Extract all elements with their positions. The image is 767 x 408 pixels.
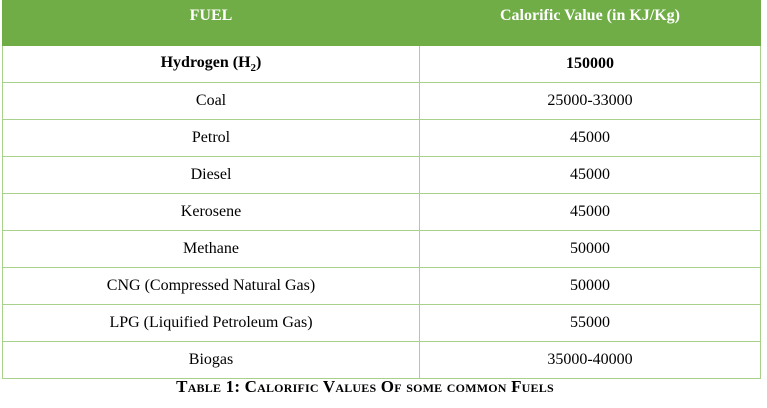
fuel-subscript: 2 — [250, 62, 257, 75]
table-row: Hydrogen (H2) 150000 — [2, 45, 761, 83]
fuel-cell: LPG (Liquified Petroleum Gas) — [2, 304, 420, 342]
table-header: FUEL Calorific Value (in KJ/Kg) — [2, 0, 761, 46]
table-row: Methane 50000 — [2, 230, 761, 268]
value-cell: 25000-33000 — [419, 82, 761, 120]
value-cell: 55000 — [419, 304, 761, 342]
fuel-cell: Petrol — [2, 119, 420, 157]
fuel-cell: Kerosene — [2, 193, 420, 231]
header-row: FUEL Calorific Value (in KJ/Kg) — [2, 0, 761, 46]
value-cell: 50000 — [419, 267, 761, 305]
fuel-cell: Hydrogen (H2) — [2, 45, 420, 83]
header-calorific-value-label: Calorific Value (in KJ/Kg) — [500, 7, 680, 24]
value-cell: 150000 — [419, 45, 761, 83]
header-fuel-label: FUEL — [189, 7, 233, 24]
value-cell: 45000 — [419, 119, 761, 157]
table-row: LPG (Liquified Petroleum Gas) 55000 — [2, 304, 761, 342]
table-row: Biogas 35000-40000 — [2, 341, 761, 379]
table-row: Diesel 45000 — [2, 156, 761, 194]
fuel-cell: Diesel — [2, 156, 420, 194]
value-cell: 45000 — [419, 156, 761, 194]
value-cell: 35000-40000 — [419, 341, 761, 379]
fuel-cell: Biogas — [2, 341, 420, 379]
calorific-values-table: FUEL Calorific Value (in KJ/Kg) Hydrogen… — [2, 0, 761, 379]
table-row: Kerosene 45000 — [2, 193, 761, 231]
fuel-name: Hydrogen (H — [160, 53, 251, 71]
fuel-name-end: ) — [256, 53, 262, 71]
table-caption: Table 1: Calorific Values Of some common… — [176, 377, 554, 396]
fuel-cell: Methane — [2, 230, 420, 268]
table-row: Petrol 45000 — [2, 119, 761, 157]
table-body: Hydrogen (H2) 150000 Coal 25000-33000 Pe… — [2, 45, 761, 379]
value-cell: 45000 — [419, 193, 761, 231]
value-cell: 50000 — [419, 230, 761, 268]
fuel-cell: CNG (Compressed Natural Gas) — [2, 267, 420, 305]
header-calorific-value: Calorific Value (in KJ/Kg) — [419, 0, 761, 46]
header-fuel: FUEL — [2, 0, 420, 46]
fuel-cell: Coal — [2, 82, 420, 120]
table-row: CNG (Compressed Natural Gas) 50000 — [2, 267, 761, 305]
table-row: Coal 25000-33000 — [2, 82, 761, 120]
